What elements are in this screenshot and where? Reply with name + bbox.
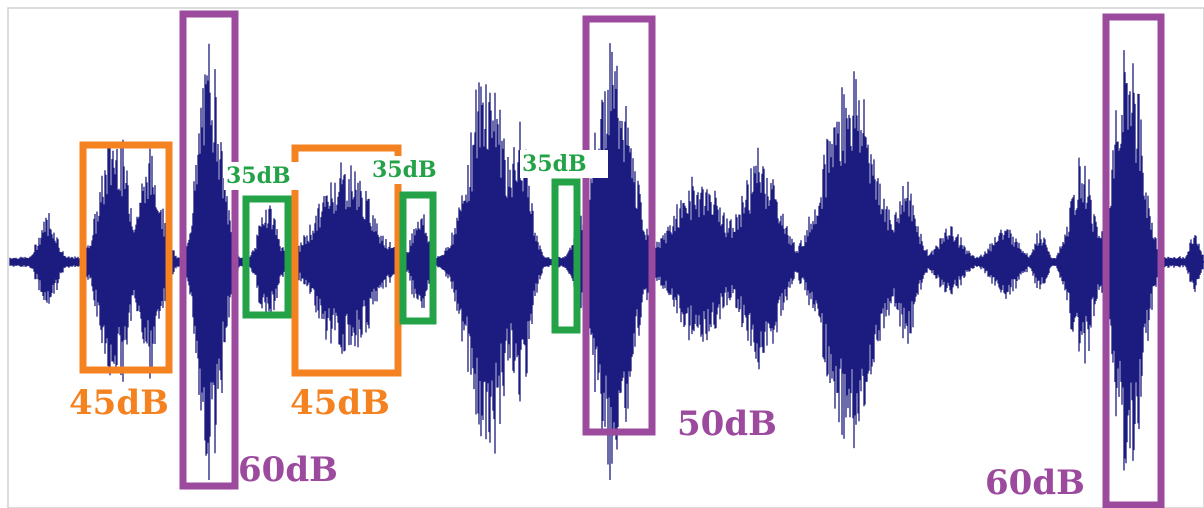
label-60db-2-bg: [982, 462, 1092, 500]
box-60db-1: [179, 10, 239, 490]
box-60db-2: [1102, 13, 1165, 508]
label-35db-3-bg: [520, 150, 608, 178]
box-35db-1: [242, 195, 292, 319]
label-60db-2: 60dB: [985, 463, 1085, 503]
label-35db-2-bg: [370, 156, 458, 184]
label-35db-1-bg: [224, 162, 312, 190]
box-45db-1: [79, 141, 173, 374]
label-35db-3: 35dB: [522, 151, 587, 177]
box-35db-2: [399, 191, 437, 325]
label-45db-1: 45dB: [69, 383, 169, 423]
box-35db-3: [551, 178, 581, 334]
box-50db: [582, 15, 656, 436]
label-50db: 50dB: [677, 404, 777, 444]
box-45db-2: [291, 144, 402, 377]
label-60db-1: 60dB: [238, 450, 338, 490]
label-35db-1: 35dB: [226, 163, 291, 189]
label-35db-2: 35dB: [372, 157, 437, 183]
label-45db-2: 45dB: [290, 383, 390, 423]
